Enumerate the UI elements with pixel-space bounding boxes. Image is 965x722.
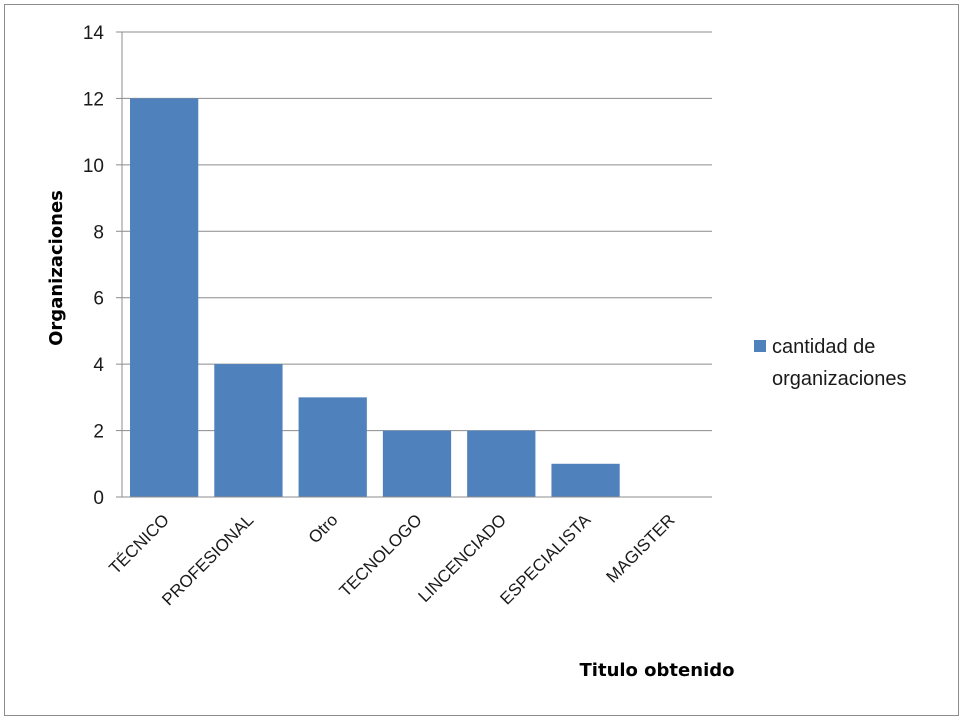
legend: cantidad de organizaciones (754, 336, 907, 390)
gridlines (122, 31, 712, 432)
y-tick-label-0: 0 (93, 488, 104, 509)
y-axis-title: Organizaciones (46, 190, 67, 346)
x-tick-label-5: ESPECIALISTA (496, 510, 595, 609)
y-tick-label-4: 4 (93, 355, 104, 376)
legend-label-line-2: organizaciones (772, 368, 907, 390)
y-tick-label-10: 10 (83, 156, 104, 177)
x-tick-label-0: TÉCNICO (105, 510, 173, 578)
bar-1 (214, 364, 283, 497)
x-tick-label-6: MAGISTER (602, 510, 678, 586)
bar-4 (467, 430, 536, 497)
axes (116, 31, 712, 498)
x-tick-label-4: LINCENCIADO (415, 510, 511, 606)
y-tick-labels: 0 2 4 6 8 10 12 14 (83, 23, 105, 509)
x-tick-label-2: Otro (305, 510, 342, 547)
legend-swatch (754, 340, 766, 352)
y-tick-label-14: 14 (83, 23, 105, 44)
y-tick-label-2: 2 (93, 422, 104, 443)
x-axis-title: Titulo obtenido (580, 660, 735, 681)
y-tick-label-6: 6 (93, 289, 104, 310)
bars (130, 98, 620, 497)
legend-label-line-1: cantidad de (772, 336, 875, 358)
x-tick-label-1: PROFESIONAL (158, 510, 257, 609)
bar-2 (298, 397, 367, 497)
bar-3 (382, 430, 452, 497)
bar-0 (130, 98, 199, 497)
y-tick-label-12: 12 (83, 89, 104, 110)
x-tick-label-3: TECNOLOGO (336, 510, 426, 600)
y-tick-label-8: 8 (93, 222, 104, 243)
bar-5 (551, 463, 620, 497)
